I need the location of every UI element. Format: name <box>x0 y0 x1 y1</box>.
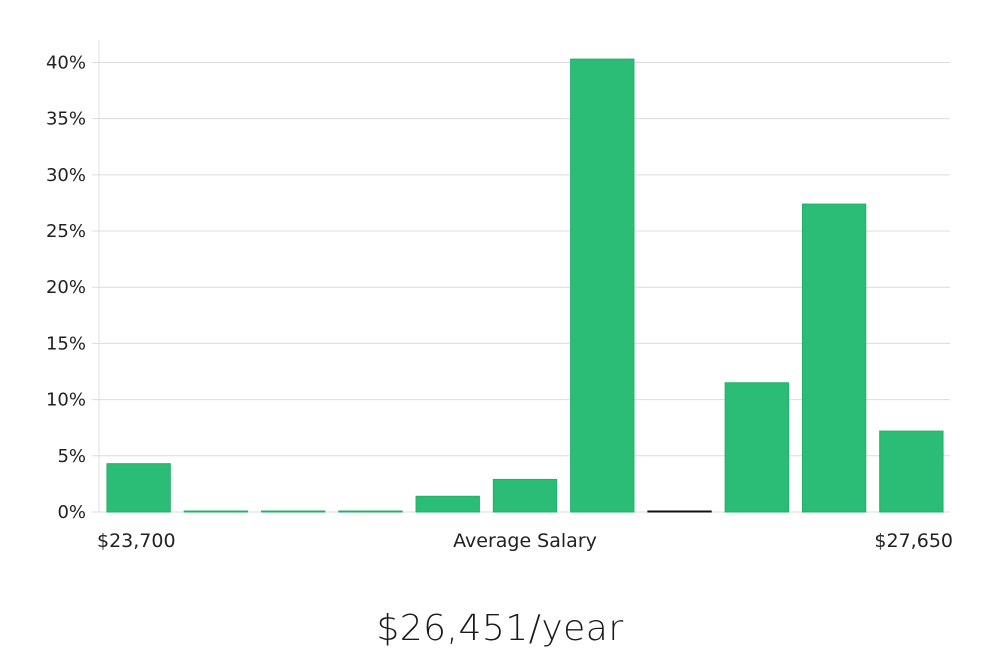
y-tick-label: 40% <box>46 52 86 73</box>
y-tick-label: 30% <box>46 165 86 186</box>
bar-average-marker <box>647 510 712 513</box>
bar <box>801 203 867 513</box>
y-tick-label: 10% <box>46 390 86 411</box>
y-tick-label: 5% <box>57 446 86 467</box>
bar <box>724 382 789 513</box>
y-axis-ticks: 0% 5% 10% 15% 20% 25% 30% 35% 40% <box>46 52 86 523</box>
bar <box>338 510 403 513</box>
y-tick-label: 15% <box>46 333 86 354</box>
x-axis-start-label: $23,700 <box>97 530 176 552</box>
gridlines <box>92 61 950 513</box>
bar <box>106 463 171 513</box>
bar <box>183 510 249 513</box>
bar <box>415 495 480 513</box>
y-tick-label: 25% <box>46 221 86 242</box>
salary-histogram: 0% 5% 10% 15% 20% 25% 30% 35% 40% $23,700 Averag… <box>46 40 953 552</box>
y-tick-label: 0% <box>57 502 86 523</box>
bar <box>879 430 944 513</box>
average-salary-value: $26,451/year <box>376 608 624 649</box>
bars <box>106 58 944 513</box>
x-axis-end-label: $27,650 <box>874 530 953 552</box>
bar <box>492 478 558 513</box>
bar <box>261 510 326 513</box>
y-tick-label: 35% <box>46 109 86 130</box>
bar <box>570 58 635 513</box>
y-tick-label: 20% <box>46 277 86 298</box>
x-axis-title: Average Salary <box>453 530 597 552</box>
